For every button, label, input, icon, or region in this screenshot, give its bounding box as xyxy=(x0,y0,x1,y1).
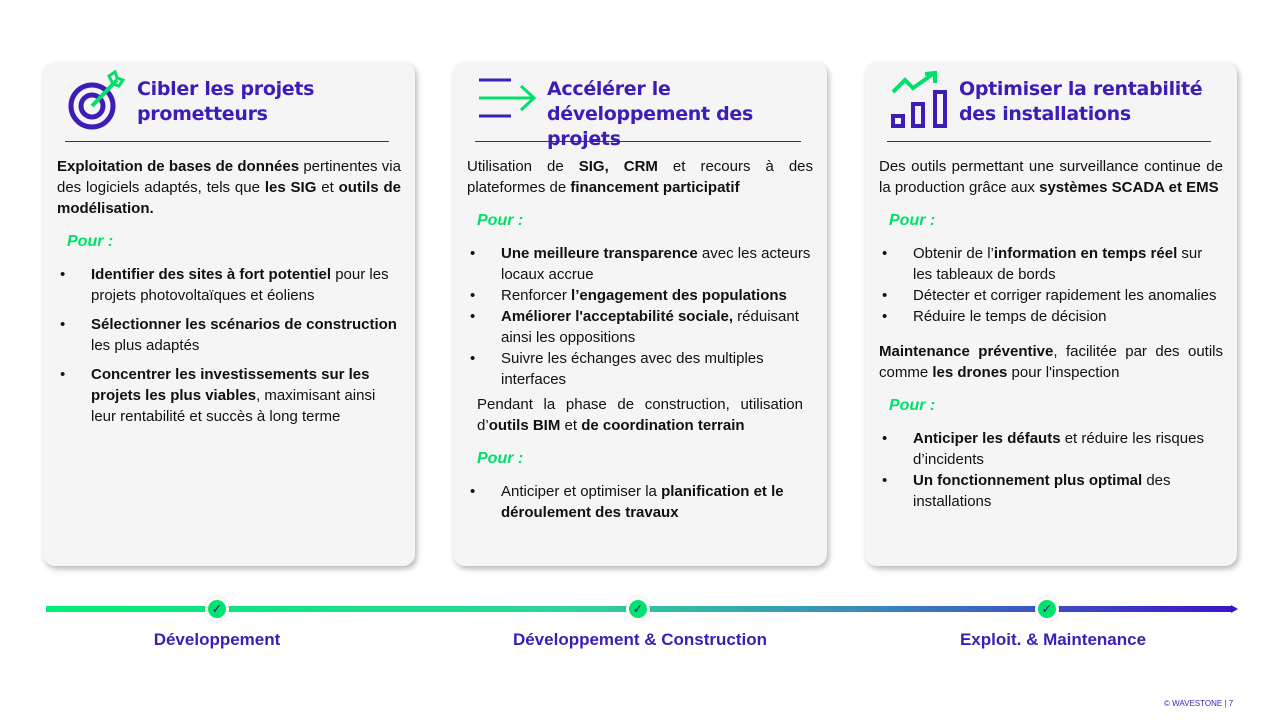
text: , facilitée par des outils comme xyxy=(879,343,1224,381)
text: Anticiper et optimiser la xyxy=(501,483,662,500)
text: et xyxy=(560,417,582,434)
target-arrow-icon xyxy=(68,69,126,130)
text: pertinentes via des logiciels adaptés, t… xyxy=(57,158,401,196)
list-item: Sélectionner les scénarios de constructi… xyxy=(57,314,401,356)
bold-text: Maintenance préventive xyxy=(879,343,1054,360)
bold-text: Identifier des sites à fort potentiel xyxy=(91,266,332,283)
bullet-list: Anticiper les défauts et réduire les ris… xyxy=(879,428,1223,512)
text: , maximisant ainsi leur rentabilité et s… xyxy=(91,387,376,425)
bold-text: l’engagement des populations xyxy=(571,287,787,304)
bold-text: les drones xyxy=(932,364,1008,381)
bold-text: Améliorer l'acceptabilité sociale, xyxy=(501,308,734,325)
list-item: Réduire le temps de décision xyxy=(879,306,1223,327)
card-title: Optimiser la rentabilité des installatio… xyxy=(959,78,1203,125)
bold-text: outils BIM xyxy=(488,417,561,434)
card-body: Utilisation de SIG, CRM et recours à des… xyxy=(467,142,813,523)
bold-text: information en temps réel xyxy=(993,245,1178,262)
phase-label-construction: Développement & Construction xyxy=(512,630,768,649)
bullet-list: Obtenir de l’information en temps réel s… xyxy=(879,243,1223,327)
phase-label-maintenance: Exploit. & Maintenance xyxy=(959,630,1147,649)
check-icon: ✓ xyxy=(205,597,229,621)
text: pour l'inspection xyxy=(1007,364,1120,381)
list-item: Une meilleure transparence avec les acte… xyxy=(467,243,813,285)
bold-text: outils de modélisation. xyxy=(57,179,401,217)
pour-label: Pour : xyxy=(889,212,936,229)
paragraph: Des outils permettant une surveillance c… xyxy=(879,156,1223,198)
bold-text: Sélectionner les scénarios de constructi… xyxy=(91,316,397,333)
pour-label: Pour : xyxy=(477,212,524,229)
text: Des outils permettant une surveillance c… xyxy=(879,158,1223,196)
text: et recours à des plateformes de xyxy=(467,158,814,196)
text: avec les acteurs locaux accrue xyxy=(501,245,811,283)
list-item: Améliorer l'acceptabilité sociale, rédui… xyxy=(467,306,813,348)
check-icon: ✓ xyxy=(1035,597,1059,621)
pour-label: Pour : xyxy=(889,397,936,414)
list-item: Suivre les échanges avec des multiples i… xyxy=(467,348,813,390)
arrow-right-lines-icon xyxy=(479,78,537,118)
text: des installations xyxy=(913,472,1171,510)
card-target: Cibler les projets prometteurs Exploitat… xyxy=(43,62,415,566)
bold-text: SIG, CRM xyxy=(578,158,658,175)
list-item: Identifier des sites à fort potentiel po… xyxy=(57,264,401,306)
growth-chart-icon xyxy=(891,70,947,128)
divider xyxy=(887,141,1211,142)
bold-text: de coordination terrain xyxy=(581,417,745,434)
list-item: Obtenir de l’information en temps réel s… xyxy=(879,243,1223,285)
text: sur les tableaux de bords xyxy=(913,245,1203,283)
divider xyxy=(65,141,389,142)
list-item: Renforcer l’engagement des populations xyxy=(467,285,813,306)
bold-text: Exploitation de bases de données xyxy=(57,158,300,175)
paragraph: Pendant la phase de construction, utilis… xyxy=(467,390,813,436)
text: réduisant ainsi les oppositions xyxy=(501,308,799,346)
bold-text: Concentrer les investissements sur les p… xyxy=(91,366,370,404)
list-item: Détecter et corriger rapidement les anom… xyxy=(879,285,1223,306)
list-item: Anticiper les défauts et réduire les ris… xyxy=(879,428,1223,470)
text: Détecter et corriger rapidement les anom… xyxy=(913,287,1217,304)
bullet-list: Identifier des sites à fort potentiel po… xyxy=(57,264,401,427)
bullet-list: Une meilleure transparence avec les acte… xyxy=(467,243,813,390)
pour-label: Pour : xyxy=(67,233,114,250)
text: Réduire le temps de décision xyxy=(913,308,1107,325)
text: Utilisation de xyxy=(467,158,579,175)
bullet-list: Anticiper et optimiser la planification … xyxy=(467,481,813,523)
divider xyxy=(475,141,801,142)
paragraph: Maintenance préventive, facilitée par de… xyxy=(879,341,1223,383)
card-title: Accélérer le développement des projets xyxy=(547,78,754,150)
text: pour les projets photovoltaïques et éoli… xyxy=(91,266,389,304)
timeline-arrowhead xyxy=(1231,605,1238,613)
bold-text: planification et le déroulement des trav… xyxy=(501,483,784,521)
check-icon: ✓ xyxy=(626,597,650,621)
text: les plus adaptés xyxy=(91,337,200,354)
bold-text: Une meilleure transparence xyxy=(501,245,698,262)
card-body: Exploitation de bases de données pertine… xyxy=(57,142,401,427)
list-item: Anticiper et optimiser la planification … xyxy=(467,481,813,523)
bold-text: Un fonctionnement plus optimal xyxy=(913,472,1143,489)
text: et réduire les risques d’incidents xyxy=(913,430,1204,468)
bold-text: Anticiper les défauts xyxy=(913,430,1061,447)
text: Suivre les échanges avec des multiples i… xyxy=(501,350,764,388)
text: Pendant la phase de construction, utilis… xyxy=(477,396,803,434)
bold-text: financement participatif xyxy=(570,179,740,196)
paragraph: Utilisation de SIG, CRM et recours à des… xyxy=(467,156,813,198)
text: et xyxy=(316,179,339,196)
card-optimize: Optimiser la rentabilité des installatio… xyxy=(865,62,1237,566)
list-item: Concentrer les investissements sur les p… xyxy=(57,364,401,427)
pour-label: Pour : xyxy=(477,450,524,467)
bold-text: systèmes SCADA et EMS xyxy=(1039,179,1219,196)
card-body: Des outils permettant une surveillance c… xyxy=(879,142,1223,512)
text: Renforcer xyxy=(501,287,572,304)
phase-label-development: Développement xyxy=(153,630,281,649)
card-title: Cibler les projets prometteurs xyxy=(137,78,315,125)
bold-text: les SIG xyxy=(264,179,317,196)
list-item: Un fonctionnement plus optimal des insta… xyxy=(879,470,1223,512)
footer-copyright: © WAVESTONE | 7 xyxy=(1164,699,1234,708)
card-accelerate: Accélérer le développement des projets U… xyxy=(453,62,827,566)
text: Obtenir de l’ xyxy=(913,245,994,262)
paragraph: Exploitation de bases de données pertine… xyxy=(57,156,401,219)
